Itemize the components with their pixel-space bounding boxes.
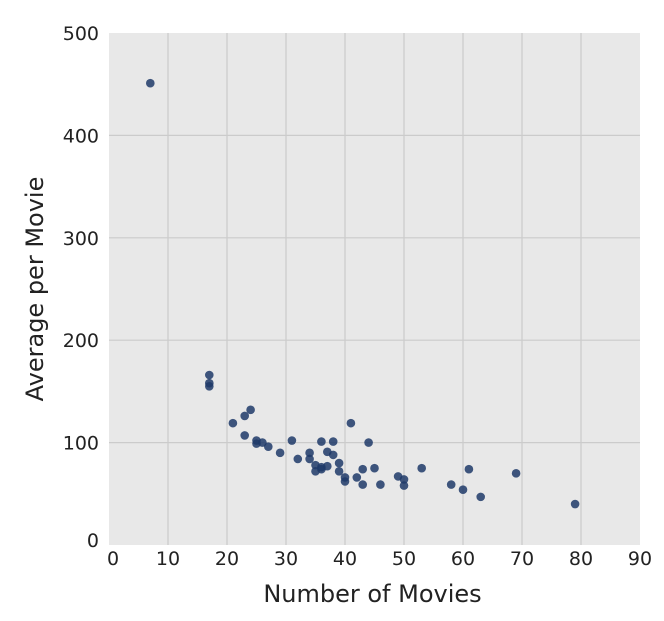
- data-point: [399, 475, 409, 484]
- data-point: [476, 492, 486, 502]
- y-tick-label: 100: [63, 433, 99, 455]
- data-point: [399, 481, 409, 490]
- data-point: [570, 499, 580, 509]
- data-point: [240, 431, 249, 440]
- tick-labels: 0 10 20 30 40 50 60 70 80 90 0 100 200 300 400 500: [63, 23, 652, 570]
- data-point: [364, 438, 373, 447]
- data-point: [358, 480, 368, 489]
- data-point: [240, 411, 249, 421]
- data-point: [323, 461, 332, 471]
- y-tick-label: 200: [63, 330, 99, 352]
- data-point: [334, 466, 344, 476]
- data-point: [328, 450, 338, 460]
- data-point: [205, 381, 214, 391]
- data-point: [511, 469, 521, 478]
- data-point: [328, 437, 338, 446]
- data-point: [376, 480, 385, 489]
- data-point: [205, 370, 214, 380]
- data-point: [264, 442, 273, 451]
- data-point: [352, 473, 362, 482]
- x-tick-label: 40: [333, 548, 357, 570]
- data-point: [340, 477, 350, 486]
- x-tick-label: 10: [156, 548, 180, 570]
- y-tick-label: 300: [63, 228, 99, 250]
- data-point: [446, 480, 456, 489]
- y-tick-label: 400: [63, 125, 99, 147]
- data-point: [334, 458, 344, 468]
- x-tick-label: 20: [215, 548, 239, 570]
- data-point: [464, 464, 474, 474]
- data-point: [358, 464, 368, 474]
- data-point: [346, 418, 356, 428]
- x-tick-label: 30: [274, 548, 298, 570]
- data-point: [246, 405, 255, 415]
- x-axis-label: Number of Movies: [263, 580, 481, 608]
- x-tick-label: 0: [107, 548, 119, 570]
- x-tick-label: 90: [628, 548, 652, 570]
- x-tick-label: 50: [392, 548, 416, 570]
- y-tick-label: 500: [63, 23, 99, 45]
- x-tick-label: 60: [451, 548, 475, 570]
- data-point: [146, 78, 155, 88]
- data-point: [317, 437, 326, 446]
- plot-area: [109, 33, 640, 545]
- data-points: [146, 78, 580, 509]
- data-point: [228, 418, 238, 428]
- data-point: [305, 448, 314, 458]
- x-tick-label: 70: [510, 548, 534, 570]
- data-point: [417, 463, 427, 473]
- y-axis-label: Average per Movie: [21, 177, 49, 402]
- y-tick-label: 0: [87, 530, 99, 552]
- data-point: [458, 485, 468, 495]
- data-point: [370, 463, 379, 473]
- data-point: [287, 436, 297, 445]
- data-point: [305, 454, 314, 464]
- data-point: [275, 448, 285, 458]
- x-tick-label: 80: [569, 548, 593, 570]
- grid-lines: [109, 33, 640, 545]
- data-point: [293, 454, 303, 464]
